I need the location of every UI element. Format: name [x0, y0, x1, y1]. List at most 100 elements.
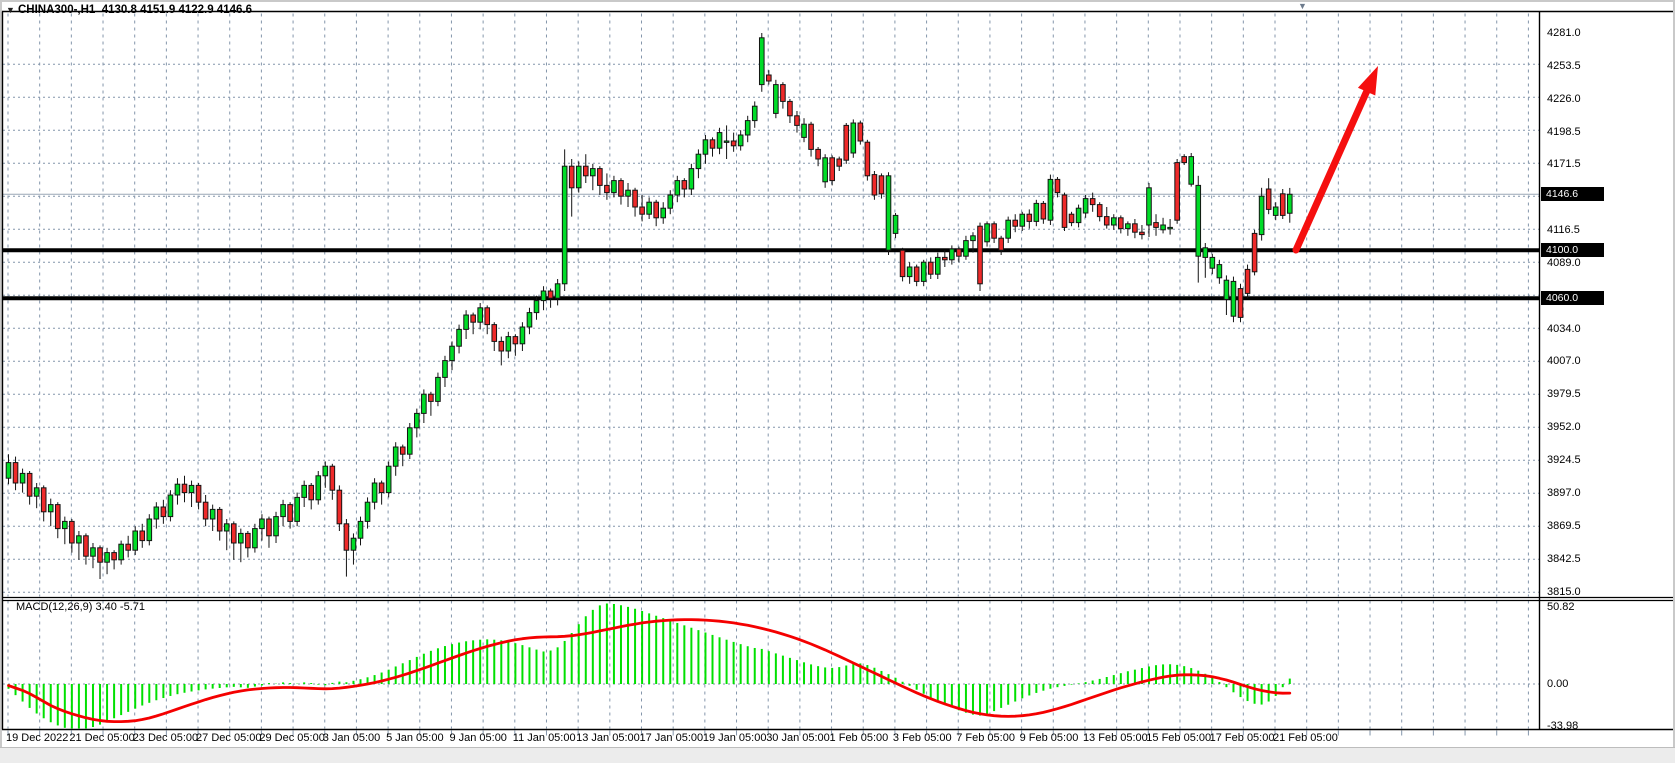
price-tick-label: 4116.5 [1547, 223, 1580, 236]
bull-candle [167, 494, 174, 518]
bear-candle [216, 508, 223, 532]
bull-candle [392, 446, 399, 467]
bull-candle [238, 532, 244, 544]
bear-candle [794, 115, 800, 126]
bull-candle [1258, 195, 1265, 236]
scroll-position-icon[interactable]: ▼ [1298, 1, 1307, 11]
price-tick-label: 4281.0 [1547, 26, 1581, 39]
bear-candle [604, 184, 610, 194]
bull-candle [280, 504, 286, 518]
bear-candle [343, 523, 350, 551]
bull-candle [273, 516, 279, 537]
bear-candle [787, 100, 793, 117]
bull-candle [188, 484, 195, 494]
bear-candle [470, 314, 476, 323]
bear-candle [1153, 222, 1159, 228]
bull-candle [561, 165, 568, 285]
bull-candle [575, 165, 582, 189]
bear-candle [97, 547, 103, 563]
bull-candle [209, 508, 216, 520]
bear-candle [1174, 162, 1180, 221]
bear-candle [871, 174, 878, 196]
bull-candle [984, 223, 990, 243]
bear-candle [1068, 213, 1075, 224]
bull-candle [920, 261, 927, 282]
bull-candle [449, 345, 455, 362]
bull-candle [667, 194, 674, 209]
bull-candle [758, 37, 765, 86]
bull-candle [1160, 224, 1166, 231]
bull-candle [1033, 202, 1040, 222]
bear-candle [484, 307, 491, 326]
bear-candle [1103, 216, 1110, 226]
time-tick-label: 9 Jan 05:00 [449, 732, 507, 744]
time-tick-label: 27 Dec 05:00 [196, 732, 262, 744]
bull-candle [688, 168, 695, 190]
time-tick-label: 3 Feb 05:00 [892, 732, 952, 744]
bull-candle [533, 300, 540, 314]
macd-axis-label: 0.00 [1547, 677, 1569, 690]
bull-candle [5, 462, 12, 479]
bull-candle [442, 360, 448, 378]
bear-candle [83, 535, 89, 557]
bull-candle [646, 201, 652, 215]
bear-candle [378, 482, 385, 494]
bull-candle [435, 376, 441, 402]
price-tick-label: 3979.5 [1547, 388, 1581, 401]
bull-candle [1216, 264, 1223, 279]
bear-candle [40, 487, 47, 513]
bear-candle [1279, 193, 1286, 216]
current-price-badge: 4146.6 [1541, 187, 1604, 202]
bear-candle [125, 543, 131, 551]
bear-candle [1251, 232, 1258, 273]
bull-candle [371, 482, 378, 503]
bull-candle [1125, 223, 1131, 230]
time-tick-label: 21 Feb 05:00 [1273, 732, 1338, 744]
bear-candle [245, 532, 251, 549]
bear-candle [1061, 194, 1068, 228]
bull-candle [1286, 193, 1293, 214]
symbol-dropdown-icon[interactable]: ▼ [6, 5, 15, 15]
time-tick-label: 11 Jan 05:00 [512, 732, 576, 744]
bull-candle [146, 518, 153, 542]
bull-candle [90, 547, 96, 557]
bull-candle [33, 487, 40, 497]
price-tick-label: 3842.5 [1547, 552, 1581, 565]
macd-indicator-label: MACD(12,26,9) 3.40 -5.71 [16, 601, 146, 613]
bear-candle [808, 123, 814, 150]
bull-candle [294, 496, 300, 522]
bear-candle [927, 261, 934, 275]
bull-candle [1202, 247, 1209, 258]
price-tick-label: 4198.5 [1547, 125, 1581, 138]
macd-signal-line [7, 618, 1292, 723]
bear-candle [632, 189, 638, 208]
bull-candle [744, 120, 751, 136]
bull-candle [540, 290, 547, 302]
bull-candle [801, 123, 807, 138]
bear-candle [582, 165, 589, 177]
bottom-status-strip [0, 747, 1675, 763]
trend-arrow-head[interactable] [1357, 66, 1378, 96]
trend-arrow-shaft[interactable] [1292, 78, 1375, 254]
bear-candle [1181, 156, 1187, 164]
bull-candle [970, 235, 976, 242]
bear-candle [1244, 268, 1251, 294]
bear-candle [329, 465, 336, 491]
time-tick-label: 17 Jan 05:00 [639, 732, 704, 744]
time-tick-label: 13 Feb 05:00 [1082, 732, 1148, 744]
bull-candle [252, 528, 258, 549]
bull-candle [702, 139, 709, 155]
time-tick-label: 19 Dec 2022 [6, 732, 69, 744]
bull-candle [118, 543, 124, 561]
macd-axis-label: -33.98 [1547, 719, 1579, 732]
bear-candle [899, 249, 906, 278]
bull-candle [259, 518, 265, 530]
bear-candle [1139, 231, 1145, 236]
bull-candle [554, 283, 561, 299]
hline-4060-badge: 4060.0 [1541, 291, 1604, 306]
bull-candle [963, 240, 969, 257]
bear-candle [780, 84, 786, 102]
bear-candle [512, 336, 519, 345]
